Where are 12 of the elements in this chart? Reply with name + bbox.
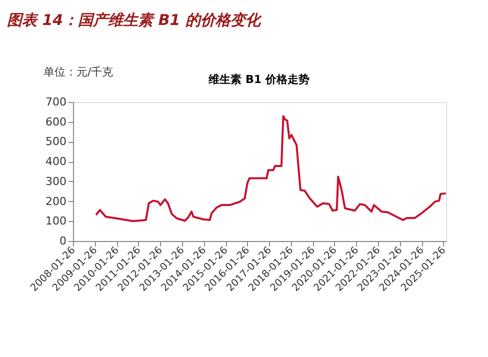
y-tick-label: 500 bbox=[46, 135, 66, 148]
y-tick-label: 100 bbox=[46, 214, 66, 228]
y-tick-label: 0 bbox=[60, 234, 66, 248]
line-series bbox=[95, 115, 447, 222]
y-tick-label: 300 bbox=[46, 174, 66, 188]
y-tick-label: 600 bbox=[46, 115, 66, 128]
chart-title: 图表 14：国产维生素 B1 的价格变化 bbox=[7, 11, 262, 29]
y-tick-label: 400 bbox=[46, 155, 66, 168]
y-tick-label: 200 bbox=[46, 194, 66, 208]
y-axis-title: 单位：元/千克 bbox=[44, 66, 114, 78]
y-tick-label: 700 bbox=[46, 96, 66, 108]
chart-subtitle: 维生素 B1 价格走势 bbox=[208, 73, 310, 86]
